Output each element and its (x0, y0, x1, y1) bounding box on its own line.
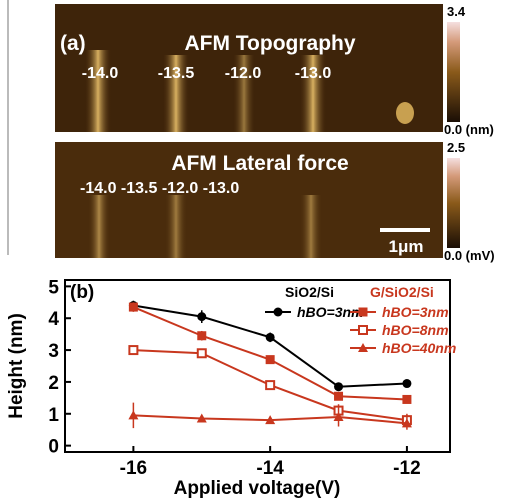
marker (265, 332, 275, 342)
stripe (88, 195, 110, 258)
marker (265, 415, 276, 425)
stripe (300, 195, 322, 258)
y-axis-title: Height (nm) (6, 313, 27, 419)
y-tick-label: 3 (48, 341, 59, 362)
x-tick-label: -16 (120, 458, 147, 479)
marker (196, 348, 207, 359)
marker (334, 391, 344, 401)
afm-image (55, 142, 443, 258)
marker (197, 312, 207, 322)
image-label: -13.0 (295, 65, 332, 82)
spot (396, 102, 414, 124)
legend-group-title: SiO2/Si (285, 284, 334, 300)
image-title: AFM Topography (184, 32, 355, 55)
y-tick-label: 5 (48, 277, 59, 298)
y-tick-label: 4 (48, 309, 59, 330)
legend-label: hBO=40nm (382, 340, 456, 356)
marker (128, 302, 138, 312)
colorbar-max: 3.4 (447, 4, 466, 19)
colorbar-max: 2.5 (447, 140, 465, 155)
colorbar (447, 158, 460, 248)
marker (402, 394, 412, 404)
image-label: -14.0 -13.5 -12.0 -13.0 (80, 180, 239, 197)
marker (265, 355, 275, 365)
stripe (85, 50, 111, 132)
marker (265, 380, 276, 391)
legend-marker (273, 307, 283, 317)
colorbar-min: 0.0 (nm) (444, 122, 494, 137)
y-tick-label: 0 (48, 437, 59, 458)
y-tick-label: 2 (48, 373, 59, 394)
chart: (b) Applied voltage(V) Height (nm) 0 1 2 3 4… (6, 277, 456, 499)
x-tick-label: -14 (256, 458, 284, 479)
marker (128, 345, 139, 356)
stripe (163, 55, 189, 132)
marker (334, 382, 344, 392)
colorbar-min: 0.0 (mV) (444, 248, 495, 263)
image-label: -12.0 (225, 65, 262, 82)
scale-bar-label: 1μm (389, 237, 424, 256)
panel-label: (b) (70, 282, 94, 303)
y-tick-label: 1 (48, 405, 59, 426)
legend-marker (358, 343, 368, 352)
x-tick-label: -12 (393, 458, 420, 479)
marker (196, 413, 207, 423)
colorbar (447, 22, 460, 122)
legend-label: hBO=3nm (297, 304, 364, 320)
marker (128, 410, 139, 420)
marker (402, 379, 412, 389)
legend-label: hBO=8nm (382, 322, 449, 338)
marker (197, 331, 207, 341)
legend-label: hBO=3nm (382, 304, 449, 320)
marker (333, 411, 344, 421)
legend-marker (358, 325, 368, 335)
stripe (233, 55, 255, 132)
x-axis-title: Applied voltage(V) (174, 478, 341, 499)
image-label: -13.5 (158, 65, 195, 82)
stripe (300, 55, 326, 132)
image-label: -14.0 (82, 65, 119, 82)
legend-marker (358, 307, 368, 317)
panel-label: (a) (60, 32, 86, 55)
plot-frame (64, 279, 451, 453)
legend-group-title: G/SiO2/Si (370, 284, 434, 300)
stripe (165, 195, 187, 258)
marker (401, 418, 412, 428)
image-title: AFM Lateral force (171, 152, 348, 175)
series-line (133, 304, 407, 388)
